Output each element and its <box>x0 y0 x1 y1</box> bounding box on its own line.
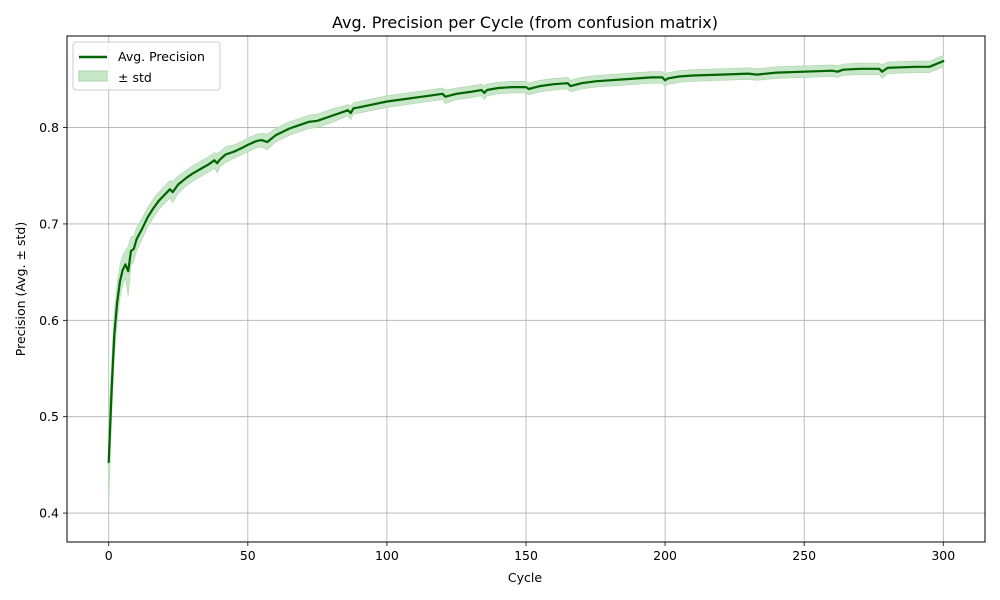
grid-lines <box>67 36 985 542</box>
x-tick-label: 250 <box>792 548 816 563</box>
x-axis-label: Cycle <box>508 570 542 585</box>
x-tick-label: 0 <box>105 548 113 563</box>
y-tick-label: 0.8 <box>39 120 59 135</box>
y-axis-label: Precision (Avg. ± std) <box>13 222 28 356</box>
std-band <box>108 54 944 506</box>
y-axis-ticks: 0.4 0.5 0.6 0.7 0.8 <box>39 120 67 521</box>
x-tick-label: 100 <box>375 548 399 563</box>
y-tick-label: 0.4 <box>39 506 59 521</box>
legend-box <box>72 41 221 91</box>
std-band-layer <box>108 54 944 506</box>
x-axis-ticks: 0 50 100 150 200 250 300 <box>105 542 955 563</box>
avg-precision-line <box>107 59 945 464</box>
x-tick-label: 50 <box>240 548 256 563</box>
y-tick-label: 0.7 <box>39 216 59 231</box>
x-tick-label: 300 <box>931 548 955 563</box>
legend: Avg. Precision ± std <box>72 41 221 91</box>
legend-label-std: ± std <box>118 70 152 85</box>
avg-precision-line-layer <box>107 59 945 464</box>
x-tick-label: 200 <box>653 548 677 563</box>
y-tick-label: 0.6 <box>39 313 59 328</box>
legend-label-avg-precision: Avg. Precision <box>118 49 205 64</box>
y-tick-label: 0.5 <box>39 409 59 424</box>
legend-band-swatch <box>78 70 108 82</box>
x-tick-label: 150 <box>514 548 538 563</box>
chart-title: Avg. Precision per Cycle (from confusion… <box>332 13 718 32</box>
